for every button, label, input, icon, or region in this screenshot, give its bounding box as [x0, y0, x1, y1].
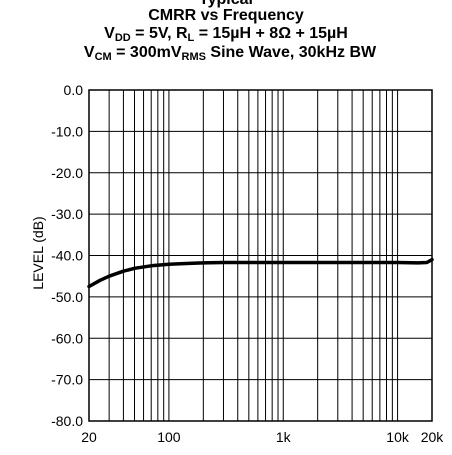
x-tick-label: 1k: [276, 429, 292, 445]
cond2-b-sub: RMS: [181, 51, 206, 63]
cond1-a: V: [104, 25, 115, 42]
y-axis-label: LEVEL (dB): [30, 216, 46, 289]
chart-condition-2: VCM = 300mVRMS Sine Wave, 30kHz BW: [4, 44, 452, 63]
cond1-b-sub: L: [187, 32, 195, 44]
y-tick-labels: 0.0 -10.0 -20.0 -30.0 -40.0 -50.0 -60.0 -70.0 -8…: [51, 82, 83, 429]
cond1-a-sub: DD: [114, 32, 131, 44]
y-tick-label: 0.0: [64, 82, 84, 98]
y-tick-label: -50.0: [51, 289, 83, 305]
y-tick-label: -70.0: [51, 372, 83, 388]
cond2-c: Sine Wave, 30kHz BW: [205, 44, 377, 61]
y-tick-label: -30.0: [51, 206, 83, 222]
chart-title: CMRR vs Frequency: [148, 7, 304, 24]
chart-condition-1: VDD = 5V, RL = 15µH + 8Ω + 15µH: [0, 25, 452, 44]
x-tick-label: 100: [157, 429, 181, 445]
series-group: [87, 257, 434, 289]
cond1-b: = 5V, R: [130, 25, 188, 42]
chart-grid: [89, 89, 432, 422]
x-tick-labels: 20 100 1k 10k 20k: [81, 429, 444, 445]
x-tick-label: 20: [81, 429, 97, 445]
y-tick-label: -40.0: [51, 248, 83, 264]
y-tick-label: -60.0: [51, 330, 83, 346]
y-tick-label: -20.0: [51, 165, 83, 181]
x-tick-label: 10k: [386, 429, 410, 445]
y-tick-label: -80.0: [51, 413, 83, 429]
x-tick-label: 20k: [421, 429, 445, 445]
cond2-b: = 300mV: [111, 44, 182, 61]
plot-frame: [88, 89, 433, 422]
chart-title-partial: Typical: [0, 0, 452, 9]
y-tick-label: -10.0: [51, 123, 83, 139]
cond2-a-sub: CM: [94, 51, 112, 63]
cond2-a: V: [83, 44, 95, 61]
cond1-c: = 15µH + 8Ω + 15µH: [194, 25, 348, 42]
series-line-cmrr: [87, 257, 434, 289]
